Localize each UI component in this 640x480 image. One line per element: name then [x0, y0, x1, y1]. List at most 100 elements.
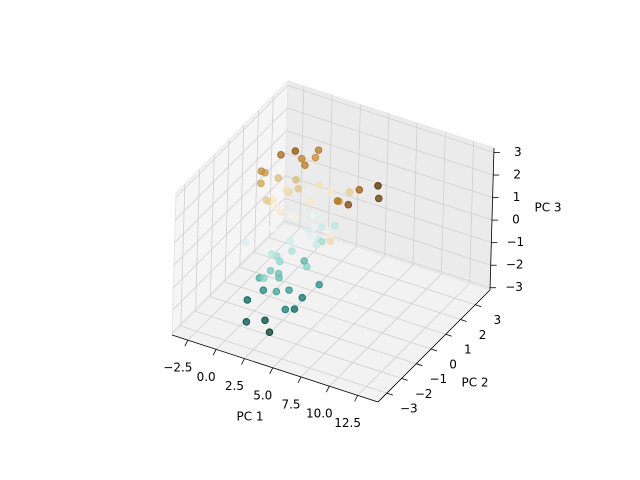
- tick-mark: [386, 392, 393, 396]
- point: [243, 296, 252, 304]
- grid-line: [180, 325, 387, 394]
- point: [276, 257, 284, 266]
- point: [355, 185, 364, 194]
- x-tick-label: 7.5: [281, 397, 300, 411]
- z-tick-label: −2: [506, 258, 524, 272]
- x-axis: [171, 334, 379, 403]
- point: [259, 286, 268, 295]
- y-tick-label: 1: [464, 343, 472, 357]
- grid-line: [285, 152, 493, 221]
- point: [266, 266, 275, 275]
- tick-mark: [297, 376, 302, 384]
- point: [327, 187, 335, 196]
- grid-line: [287, 85, 494, 153]
- tick-mark: [401, 378, 408, 381]
- point: [267, 250, 276, 258]
- point: [297, 154, 306, 163]
- point: [315, 280, 324, 289]
- grid-line: [269, 237, 476, 306]
- grid-line: [171, 220, 285, 334]
- grid-line: [286, 130, 493, 198]
- grid-line: [284, 197, 491, 266]
- grid-line: [357, 283, 470, 396]
- grid-line: [356, 104, 361, 247]
- x-tick-label: 0.0: [197, 370, 216, 384]
- grid-line: [224, 139, 230, 282]
- x-tick-label: −2.5: [163, 361, 192, 375]
- point: [288, 247, 296, 255]
- point: [333, 197, 342, 205]
- y-axis: [377, 289, 491, 403]
- point: [326, 237, 335, 245]
- point: [310, 223, 319, 232]
- point: [290, 305, 299, 313]
- y-axis-label: PC 2: [461, 376, 488, 390]
- point: [318, 223, 326, 231]
- grid-line: [175, 85, 289, 198]
- point: [286, 237, 294, 246]
- grid-line: [209, 154, 215, 297]
- z-tick-label: 1: [513, 190, 521, 204]
- tick-mark: [445, 333, 452, 337]
- point: [315, 181, 324, 190]
- grid-line: [329, 273, 442, 387]
- point: [330, 221, 339, 230]
- z-tick-label: −3: [505, 280, 523, 294]
- grid-line: [268, 95, 274, 238]
- grid-line: [272, 255, 386, 369]
- grid-line: [173, 175, 286, 288]
- point: [298, 293, 307, 302]
- tick-mark: [212, 349, 217, 356]
- grid-line: [239, 266, 446, 335]
- point: [313, 210, 322, 219]
- point: [374, 181, 382, 190]
- x-tick-label: 12.5: [334, 416, 361, 430]
- tick-mark: [325, 385, 330, 393]
- tick-mark: [430, 348, 438, 352]
- point: [272, 287, 281, 296]
- grid-line: [254, 252, 461, 320]
- grid-line: [244, 246, 357, 359]
- z-tick-label: 2: [513, 168, 521, 182]
- grid-line: [172, 197, 285, 311]
- y-tick-label: 0: [449, 357, 457, 371]
- point: [265, 328, 274, 337]
- z-axis-label: PC 3: [534, 201, 561, 215]
- grid-line: [195, 169, 200, 312]
- point: [305, 198, 314, 206]
- tick-mark: [475, 304, 482, 308]
- point: [277, 151, 285, 159]
- point: [261, 316, 269, 325]
- point: [274, 174, 283, 182]
- point: [314, 146, 323, 154]
- grid-line: [469, 141, 475, 284]
- point: [257, 167, 266, 176]
- y-tick-label: −3: [400, 402, 418, 416]
- point: [311, 153, 320, 162]
- point: [291, 147, 300, 155]
- point: [242, 317, 251, 326]
- grid-line: [174, 130, 287, 243]
- point: [294, 184, 303, 193]
- tick-mark: [416, 363, 423, 367]
- point: [345, 188, 354, 196]
- grid-line: [210, 296, 417, 365]
- grid-line: [412, 122, 418, 265]
- point: [275, 273, 283, 282]
- point: [300, 257, 308, 265]
- z-tick-label: 3: [514, 145, 522, 159]
- grid-line: [215, 237, 329, 350]
- point: [241, 238, 250, 247]
- side-pane: [171, 79, 289, 337]
- x-tick-label: 2.5: [225, 379, 244, 393]
- point: [344, 200, 353, 209]
- x-tick-label: 10.0: [306, 407, 333, 421]
- grid-line: [187, 227, 301, 341]
- point: [301, 161, 309, 170]
- tick-mark: [184, 339, 189, 347]
- point: [287, 211, 296, 219]
- x-tick-label: 5.0: [253, 388, 272, 402]
- grid-line: [254, 110, 259, 253]
- y-tick-label: −1: [429, 372, 447, 386]
